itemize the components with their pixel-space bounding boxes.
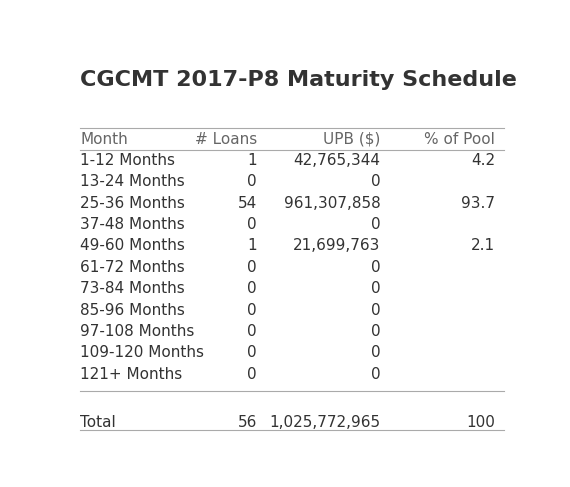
Text: 0: 0 (371, 174, 381, 189)
Text: 0: 0 (247, 281, 256, 296)
Text: # Loans: # Loans (194, 131, 256, 147)
Text: CGCMT 2017-P8 Maturity Schedule: CGCMT 2017-P8 Maturity Schedule (80, 70, 517, 90)
Text: 100: 100 (466, 415, 495, 431)
Text: 73-84 Months: 73-84 Months (80, 281, 185, 296)
Text: UPB ($): UPB ($) (323, 131, 381, 147)
Text: 0: 0 (371, 281, 381, 296)
Text: Month: Month (80, 131, 128, 147)
Text: 0: 0 (247, 324, 256, 339)
Text: 85-96 Months: 85-96 Months (80, 302, 185, 318)
Text: Total: Total (80, 415, 116, 431)
Text: 42,765,344: 42,765,344 (294, 153, 381, 168)
Text: 0: 0 (247, 174, 256, 189)
Text: 121+ Months: 121+ Months (80, 367, 182, 382)
Text: 93.7: 93.7 (461, 196, 495, 211)
Text: 1: 1 (247, 239, 256, 253)
Text: 0: 0 (371, 345, 381, 360)
Text: 37-48 Months: 37-48 Months (80, 217, 185, 232)
Text: 2.1: 2.1 (471, 239, 495, 253)
Text: 61-72 Months: 61-72 Months (80, 260, 185, 275)
Text: % of Pool: % of Pool (425, 131, 495, 147)
Text: 961,307,858: 961,307,858 (284, 196, 381, 211)
Text: 56: 56 (238, 415, 256, 431)
Text: 97-108 Months: 97-108 Months (80, 324, 194, 339)
Text: 0: 0 (247, 345, 256, 360)
Text: 0: 0 (247, 367, 256, 382)
Text: 0: 0 (371, 324, 381, 339)
Text: 0: 0 (371, 302, 381, 318)
Text: 4.2: 4.2 (471, 153, 495, 168)
Text: 0: 0 (247, 217, 256, 232)
Text: 13-24 Months: 13-24 Months (80, 174, 185, 189)
Text: 0: 0 (371, 217, 381, 232)
Text: 49-60 Months: 49-60 Months (80, 239, 185, 253)
Text: 0: 0 (247, 260, 256, 275)
Text: 1,025,772,965: 1,025,772,965 (270, 415, 381, 431)
Text: 25-36 Months: 25-36 Months (80, 196, 185, 211)
Text: 54: 54 (238, 196, 256, 211)
Text: 0: 0 (247, 302, 256, 318)
Text: 109-120 Months: 109-120 Months (80, 345, 204, 360)
Text: 0: 0 (371, 260, 381, 275)
Text: 21,699,763: 21,699,763 (293, 239, 381, 253)
Text: 0: 0 (371, 367, 381, 382)
Text: 1: 1 (247, 153, 256, 168)
Text: 1-12 Months: 1-12 Months (80, 153, 175, 168)
